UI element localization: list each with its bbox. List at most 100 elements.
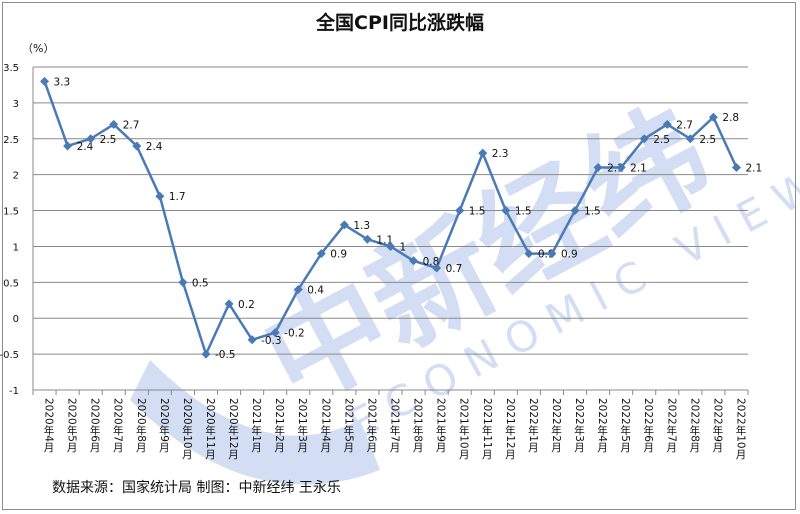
x-tick-label: 2022年8月 (688, 398, 700, 453)
x-tick-label: 2020年12月 (227, 398, 239, 460)
y-tick-label: 1 (13, 242, 19, 253)
data-point (63, 141, 73, 151)
x-tick-label: 2022年6月 (642, 398, 654, 453)
data-label: 1.7 (169, 191, 186, 203)
data-label: 2.5 (653, 134, 670, 146)
y-tick-label: 3 (13, 99, 19, 110)
x-tick-label: 2022年4月 (596, 398, 608, 453)
x-tick-label: 2021年7月 (389, 398, 401, 453)
data-label: 3.3 (54, 76, 71, 88)
y-tick-label: 1.5 (3, 207, 19, 218)
data-point (570, 206, 580, 216)
x-tick-label: 2021年2月 (273, 398, 285, 453)
x-tick-label: 2021年9月 (435, 398, 447, 453)
data-label: 2.4 (77, 141, 94, 153)
data-label: 0.5 (192, 277, 209, 289)
y-tick-label: -1 (9, 386, 19, 397)
data-point (731, 162, 741, 172)
data-label: -0.5 (215, 349, 236, 361)
data-point (270, 328, 280, 338)
x-tick-label: 2021年1月 (250, 398, 262, 453)
data-point (524, 249, 534, 259)
data-point (409, 256, 419, 266)
source-note: 数据来源：国家统计局 制图：中新经纬 王永乐 (52, 480, 341, 496)
data-point (155, 191, 165, 201)
data-label: 0.4 (307, 285, 324, 297)
data-label: 1.5 (584, 206, 601, 218)
y-tick-label: -0.5 (0, 350, 19, 361)
x-tick-label: 2022年7月 (665, 398, 677, 453)
data-point (386, 241, 395, 251)
data-point (86, 134, 96, 144)
x-tick-label: 2022年1月 (527, 398, 539, 453)
data-point (224, 299, 234, 309)
data-label: 2.5 (100, 134, 117, 146)
x-tick-label: 2022年3月 (573, 398, 585, 453)
data-point (293, 285, 303, 295)
data-label: 0.9 (561, 249, 578, 261)
data-point (685, 134, 695, 144)
y-tick-label: 2.5 (3, 135, 19, 146)
data-label: 0.9 (330, 249, 347, 261)
data-label: 2.4 (146, 141, 163, 153)
data-point (432, 263, 442, 273)
x-tick-label: 2020年11月 (204, 398, 216, 460)
x-tick-label: 2020年8月 (135, 398, 147, 453)
data-point (316, 249, 326, 259)
data-label: 0.2 (238, 299, 255, 311)
data-label: -0.3 (261, 335, 282, 347)
data-point (201, 349, 211, 359)
data-point (40, 76, 50, 86)
data-point (362, 234, 372, 244)
data-label: 2.7 (676, 119, 693, 131)
data-label: 1.5 (469, 206, 486, 218)
data-point (478, 148, 488, 158)
x-tick-label: 2020年10月 (181, 398, 193, 460)
x-tick-label: 2021年12月 (504, 398, 516, 460)
data-label: 2.1 (745, 162, 762, 174)
data-point (178, 277, 188, 287)
x-tick-label: 2020年7月 (112, 398, 124, 453)
data-point (639, 134, 649, 144)
x-tick-label: 2020年6月 (89, 398, 101, 453)
y-axis-label: （%） (22, 42, 54, 55)
data-label: 2.8 (722, 112, 739, 124)
x-tick-label: 2021年11月 (481, 398, 493, 460)
y-tick-label: 2 (13, 171, 19, 182)
data-point (455, 206, 465, 216)
x-tick-label: 2020年9月 (158, 398, 170, 453)
x-tick-label: 2021年8月 (412, 398, 424, 453)
data-label: 1.1 (376, 234, 393, 246)
data-label: 2.7 (123, 119, 140, 131)
data-label: 0.7 (446, 263, 463, 275)
x-tick-label: 2022年2月 (550, 398, 562, 453)
data-label: 1.5 (515, 206, 532, 218)
x-tick-label: 2020年5月 (66, 398, 78, 453)
data-label: 2.1 (630, 162, 647, 174)
data-point (708, 112, 718, 122)
x-tick-label: 2020年4月 (43, 398, 55, 453)
data-point (247, 335, 257, 345)
data-label: 2.3 (492, 148, 509, 160)
x-tick-label: 2021年4月 (319, 398, 331, 453)
data-point (593, 162, 603, 172)
data-label: 2.5 (699, 134, 716, 146)
data-label: 1 (400, 241, 407, 253)
chart-title: 全国CPI同比涨跌幅 (316, 12, 484, 34)
x-tick-label: 2022年9月 (711, 398, 723, 453)
x-tick-label: 2022年5月 (619, 398, 631, 453)
data-point (339, 220, 349, 230)
y-tick-label: 0.5 (3, 278, 19, 289)
x-tick-label: 2021年10月 (458, 398, 470, 460)
data-label: 0.8 (423, 256, 440, 268)
x-tick-label: 2021年6月 (365, 398, 377, 453)
x-tick-label: 2021年3月 (296, 398, 308, 453)
data-point (132, 141, 142, 151)
x-tick-label: 2022年10月 (734, 398, 746, 460)
data-point (662, 119, 672, 129)
data-point (109, 119, 119, 129)
data-point (501, 206, 511, 216)
data-point (616, 162, 626, 172)
